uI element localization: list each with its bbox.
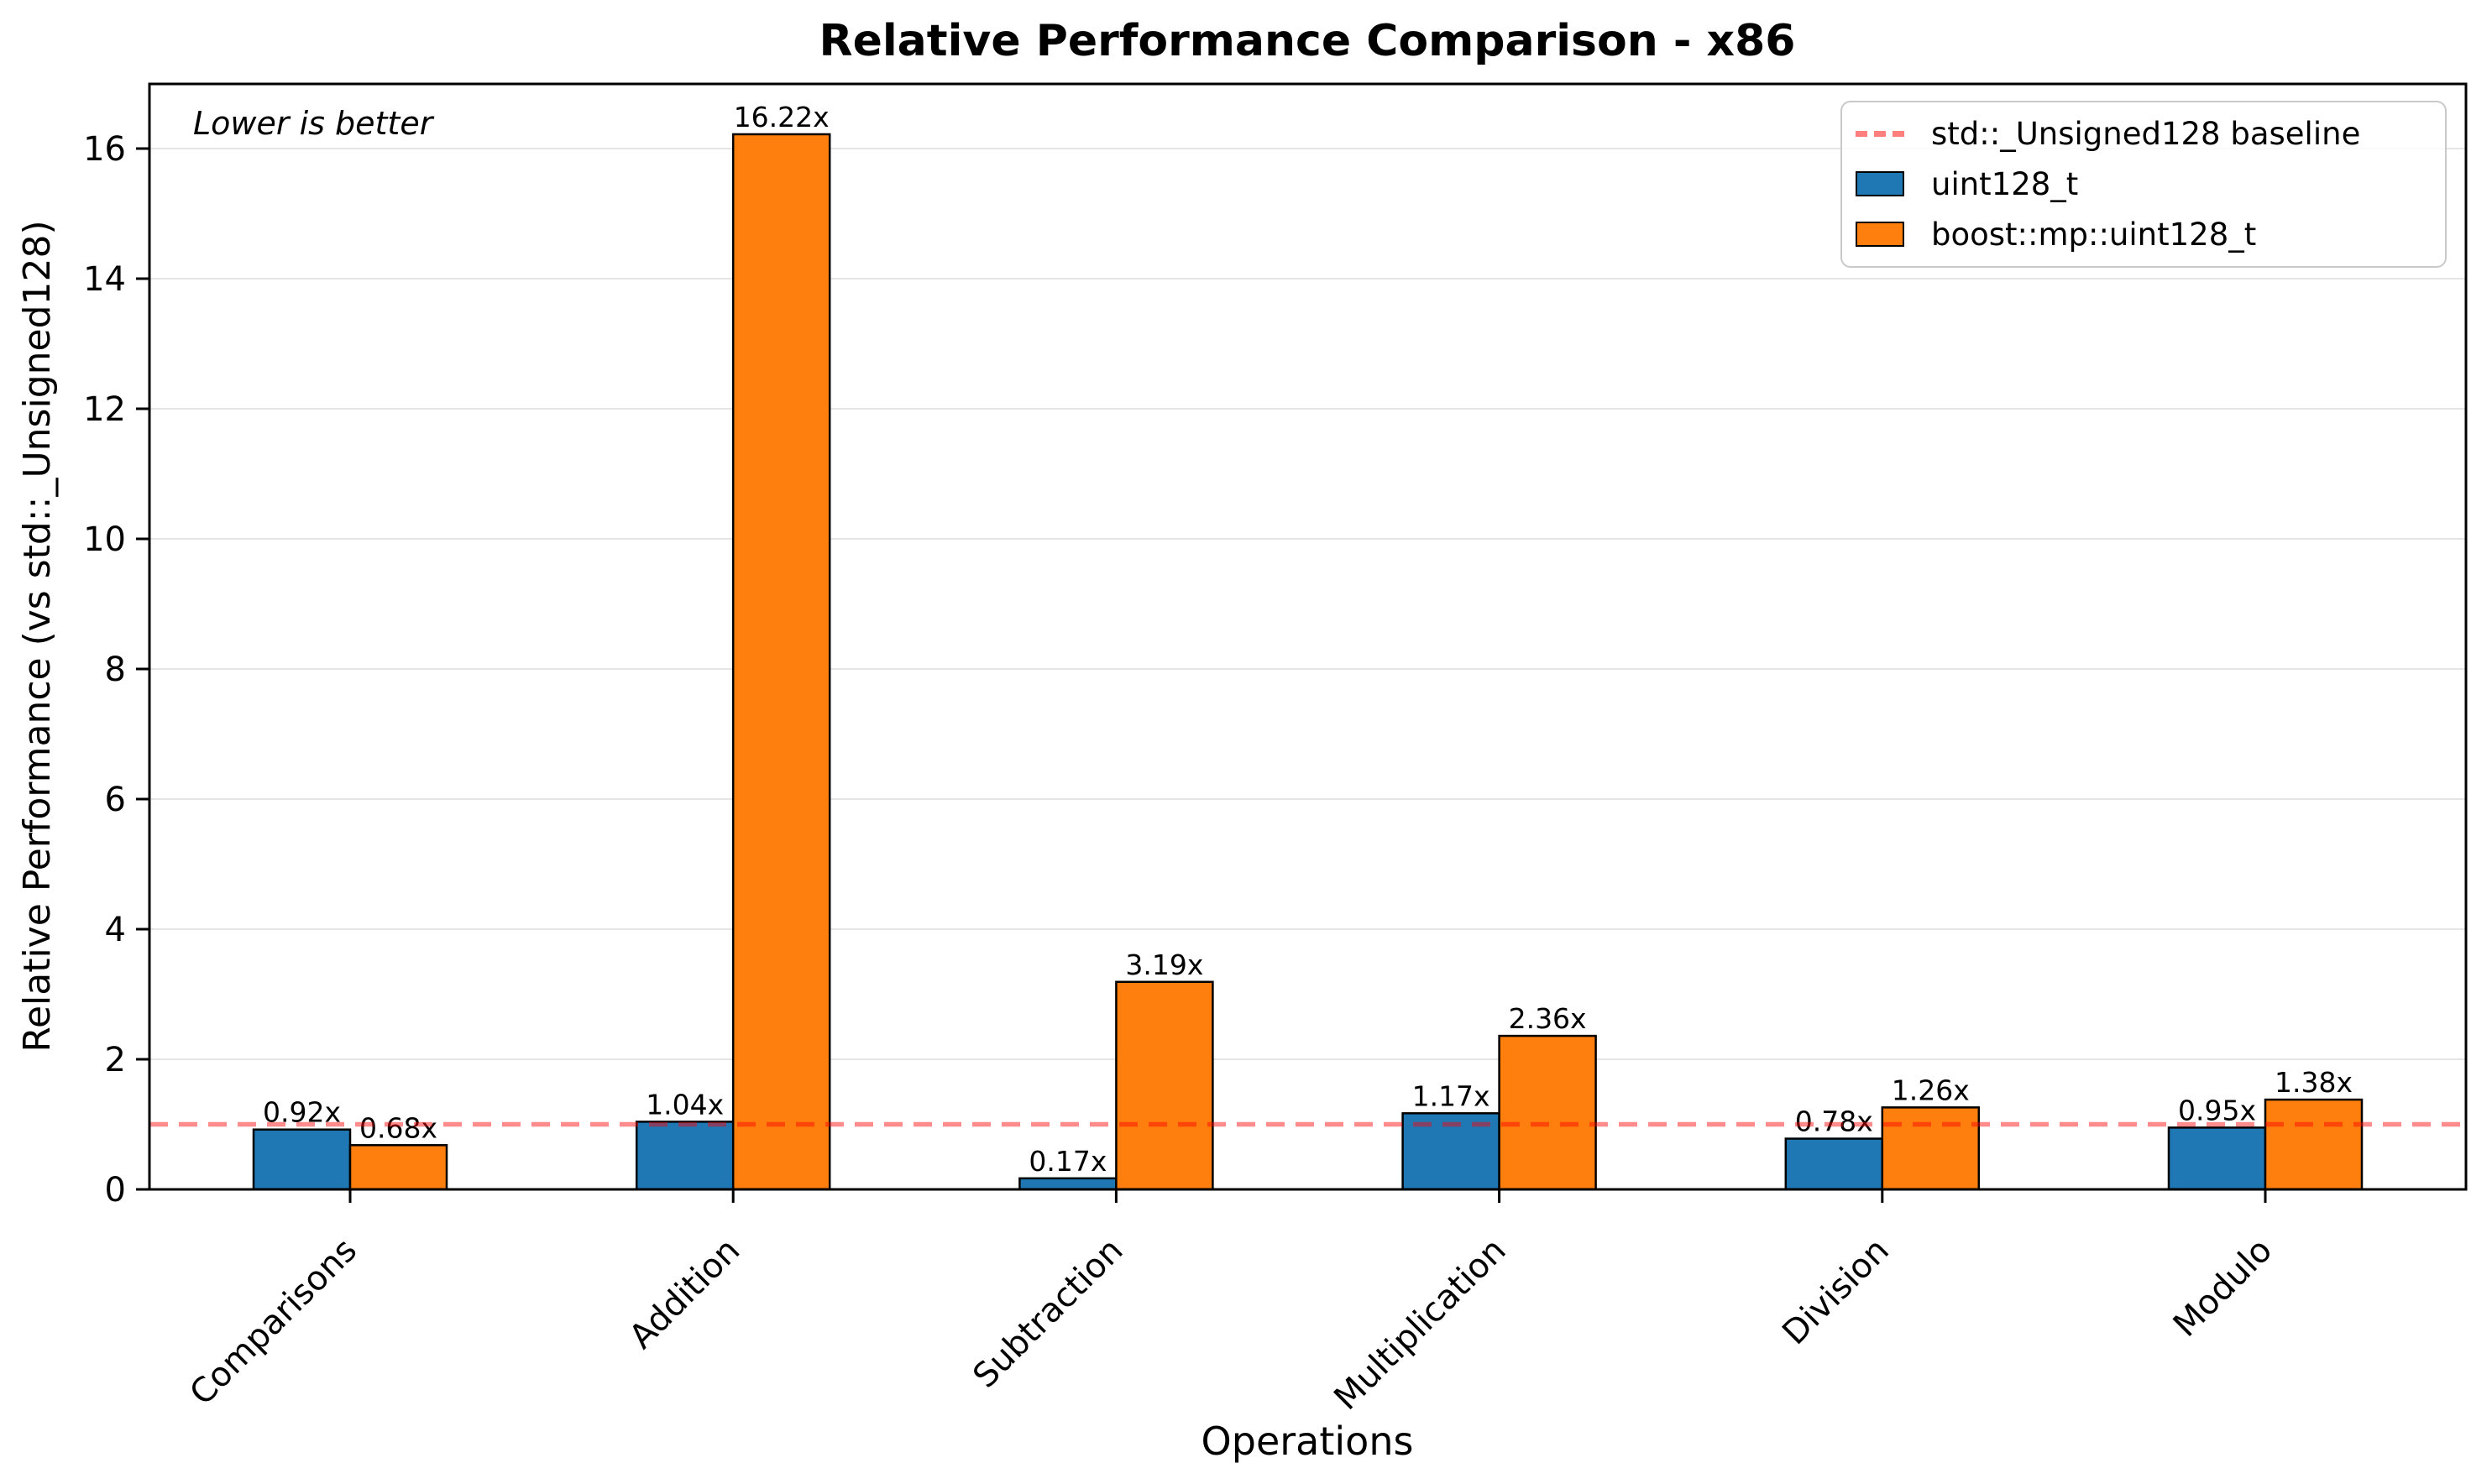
- y-tick-label: 12: [83, 390, 126, 429]
- y-tick-label: 4: [105, 911, 126, 949]
- legend-item-boost-uint128: boost::mp::uint128_t: [1856, 210, 2445, 259]
- y-tick-label: 6: [105, 781, 126, 819]
- bar-value-label: 0.17x: [1029, 1145, 1107, 1178]
- plot-border: [148, 82, 2468, 1191]
- x-tick-label-division: Division: [1775, 1231, 1897, 1353]
- legend-item-uint128: uint128_t: [1856, 159, 2445, 208]
- chart-title: Relative Performance Comparison - x86: [819, 16, 1796, 66]
- x-tick-label-modulo: Modulo: [2166, 1231, 2280, 1345]
- bar-uint128-t-division: [1784, 1137, 1884, 1191]
- bar-boost-mp-uint128-t-modulo: [2264, 1098, 2364, 1191]
- bar-uint128-t-addition: [635, 1121, 735, 1191]
- bar-value-label: 3.19x: [1125, 948, 1203, 981]
- legend-label-uint128: uint128_t: [1931, 165, 2079, 202]
- bar-boost-mp-uint128-t-division: [1881, 1106, 1981, 1191]
- bar-uint128-t-modulo: [2167, 1126, 2267, 1191]
- bar-value-label: 1.38x: [2275, 1066, 2353, 1099]
- bar-value-label: 0.92x: [263, 1096, 341, 1129]
- y-tick-label: 10: [83, 520, 126, 559]
- boost-uint128-color-swatch: [1856, 222, 1904, 248]
- y-tick-label: 16: [83, 130, 126, 169]
- legend-label-baseline: std::_Unsigned128 baseline: [1931, 116, 2361, 153]
- x-tick-label-subtraction: Subtraction: [966, 1231, 1130, 1396]
- legend: std::_Unsigned128 baseline uint128_t boo…: [1840, 101, 2447, 268]
- bar-value-label: 0.78x: [1795, 1105, 1873, 1138]
- legend-item-baseline: std::_Unsigned128 baseline: [1856, 110, 2445, 159]
- bar-value-label: 16.22x: [734, 101, 830, 133]
- bar-value-label: 1.26x: [1892, 1074, 1970, 1106]
- bar-uint128-t-subtraction: [1018, 1177, 1118, 1191]
- bar-value-label: 1.04x: [646, 1088, 724, 1121]
- bar-boost-mp-uint128-t-addition: [731, 133, 831, 1191]
- bar-uint128-t-multiplication: [1401, 1112, 1500, 1191]
- x-tick-label-comparisons: Comparisons: [182, 1231, 364, 1413]
- baseline-dashed-line-swatch: [1856, 131, 1909, 138]
- annotation-lower-is-better: Lower is better: [193, 105, 435, 142]
- bar-value-label: 2.36x: [1509, 1002, 1587, 1035]
- uint128-color-swatch: [1856, 171, 1904, 197]
- x-tick-label-addition: Addition: [622, 1231, 747, 1356]
- x-axis-label: Operations: [1202, 1419, 1414, 1464]
- y-axis-label: Relative Performance (vs std::_Unsigned1…: [16, 220, 59, 1052]
- y-tick-label: 8: [105, 651, 126, 689]
- x-tick-label-multiplication: Multiplication: [1327, 1231, 1513, 1418]
- bar-value-label: 1.17x: [1412, 1079, 1490, 1112]
- bar-boost-mp-uint128-t-comparisons: [348, 1144, 448, 1191]
- y-tick-label: 14: [83, 260, 126, 299]
- bar-boost-mp-uint128-t-subtraction: [1115, 980, 1214, 1191]
- y-tick-label: 0: [105, 1171, 126, 1210]
- legend-label-boost-uint128: boost::mp::uint128_t: [1931, 216, 2257, 253]
- bar-value-label: 0.68x: [359, 1111, 437, 1144]
- bar-uint128-t-comparisons: [252, 1128, 352, 1191]
- y-tick-label: 2: [105, 1041, 126, 1079]
- bar-value-label: 0.95x: [2178, 1094, 2256, 1126]
- bar-boost-mp-uint128-t-multiplication: [1498, 1034, 1597, 1191]
